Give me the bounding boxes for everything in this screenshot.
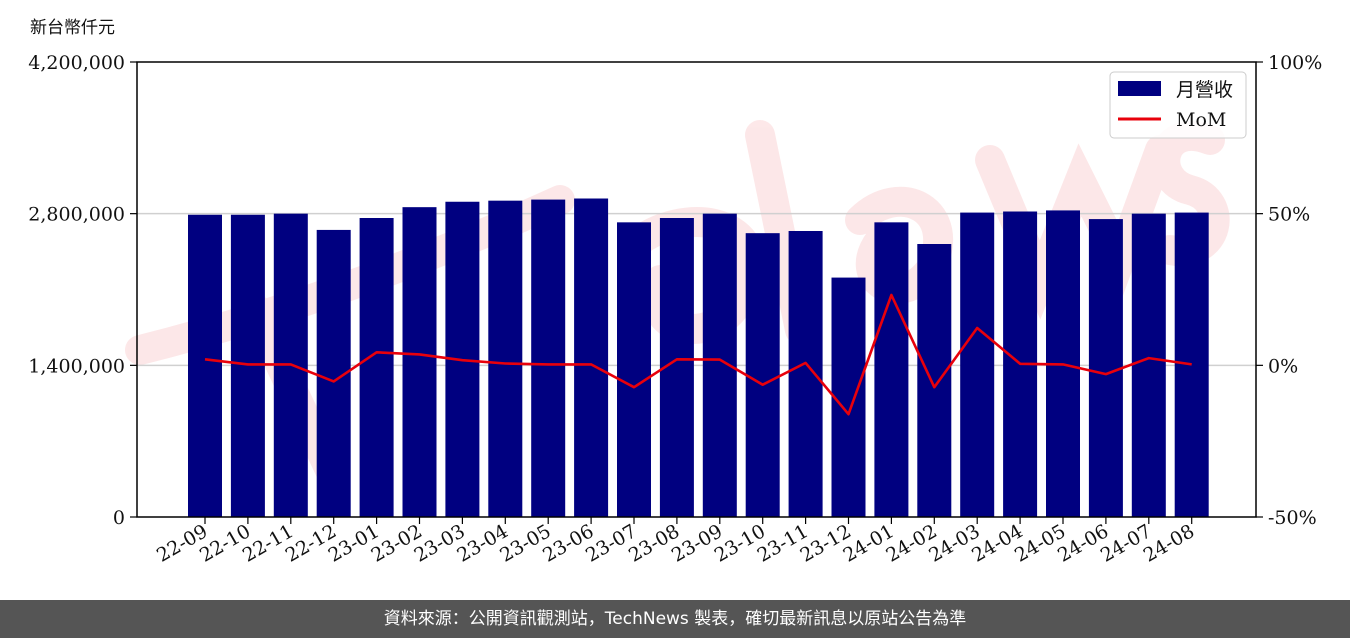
revenue-bar xyxy=(617,222,651,518)
revenue-bar xyxy=(402,207,437,517)
revenue-bar xyxy=(874,222,909,518)
revenue-bar xyxy=(1088,219,1123,518)
left-axis-ticks: 0 1,400,000 2,800,000 4,200,000 xyxy=(28,52,137,529)
revenue-bar xyxy=(960,212,995,518)
x-tick-label: 24-08 xyxy=(1140,520,1198,566)
plot-frame xyxy=(136,61,1257,518)
revenue-bar xyxy=(1131,213,1166,517)
revenue-bar xyxy=(788,231,823,517)
revenue-chart: 新台幣仟元 0 1,400,000 2,800,000 4,200,000 -50% 0… xyxy=(28,18,1322,567)
left-tick-label: 4,200,000 xyxy=(28,52,125,74)
y-axis-unit-label: 新台幣仟元 xyxy=(30,18,115,38)
x-axis-ticks: 22-0922-1022-1122-1223-0123-0223-0323-04… xyxy=(153,517,1198,567)
legend: 月營收 MoM xyxy=(1109,71,1247,139)
revenue-bar xyxy=(230,214,265,517)
revenue-bar xyxy=(488,200,523,517)
revenue-bar xyxy=(574,198,609,517)
revenue-bar xyxy=(917,244,952,517)
source-footer: 資料來源：公開資訊觀測站，TechNews 製表，確切最新訊息以原站公告為準 xyxy=(0,600,1350,638)
right-tick-label: 50% xyxy=(1268,204,1310,226)
revenue-bar xyxy=(831,277,866,517)
left-tick-label: 2,800,000 xyxy=(28,204,125,226)
mom-line-series xyxy=(204,293,1192,416)
revenue-bar xyxy=(188,214,222,517)
left-tick-label: 1,400,000 xyxy=(28,355,125,377)
left-tick-label: 0 xyxy=(113,507,125,529)
right-tick-label: 100% xyxy=(1268,52,1322,74)
legend-swatch-revenue xyxy=(1118,81,1161,96)
legend-label-mom: MoM xyxy=(1176,109,1226,131)
right-axis-ticks: -50% 0% 50% 100% xyxy=(1256,52,1322,529)
revenue-bar xyxy=(531,199,566,518)
bar-series xyxy=(188,198,1209,518)
mom-line xyxy=(204,293,1192,416)
right-tick-label: -50% xyxy=(1268,507,1317,529)
revenue-bar xyxy=(1174,212,1209,518)
right-tick-label: 0% xyxy=(1268,355,1298,377)
legend-label-revenue: 月營收 xyxy=(1176,79,1233,101)
revenue-bar xyxy=(745,233,780,517)
revenue-bar xyxy=(359,218,394,517)
